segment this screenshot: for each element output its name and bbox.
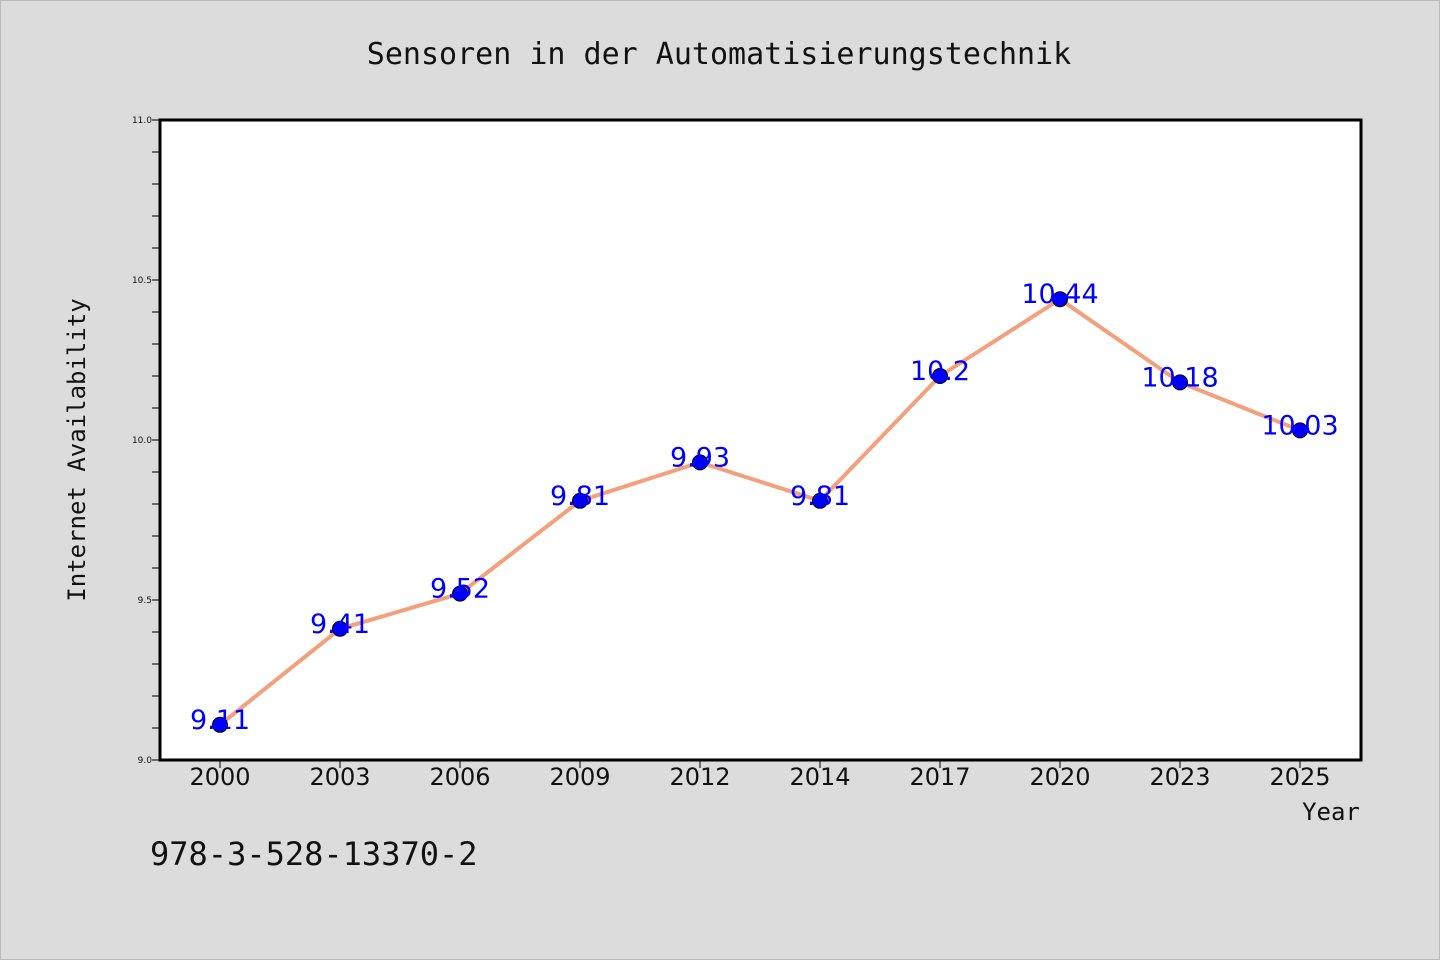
data-point [332,620,348,637]
data-point [212,716,228,733]
data-point [692,454,708,471]
data-label: 9.81 [790,481,850,512]
data-label: 10.2 [910,356,970,387]
chart-title: Sensoren in der Automatisierungstechnik [367,37,1071,72]
y-tick-label: 10.0 [132,436,152,446]
y-axis-label: Internet Availability [63,298,91,601]
series-line [218,297,1301,727]
data-point [1292,422,1308,439]
data-markers [212,291,1308,733]
data-point [812,492,828,509]
x-tick-label: 2000 [189,763,250,791]
data-point [1052,291,1068,308]
y-tick-label: 10.5 [132,276,152,286]
x-tick-label: 2003 [309,763,370,791]
data-label: 9.81 [550,481,610,512]
x-axis: 2000 2003 2006 2009 2012 2014 2017 2020 2023 2025 [189,760,1331,791]
data-label: 9.93 [670,442,730,473]
isbn-footer: 978-3-528-13370-2 [150,835,478,873]
plot-area [158,118,1363,762]
x-tick-label: 2025 [1269,763,1330,791]
data-point [1172,374,1188,391]
data-point [452,585,468,602]
y-tick-label: 9.0 [138,756,153,766]
x-axis-label: Year [1302,798,1360,826]
data-label: 10.03 [1261,410,1338,441]
y-tick-label: 11.0 [132,116,152,126]
x-tick-label: 2006 [429,763,490,791]
x-tick-label: 2014 [789,763,850,791]
data-label: 9.52 [430,574,490,605]
y-axis: 9.0 9.5 10.0 10.5 11.0 [132,116,160,766]
x-tick-label: 2023 [1149,763,1210,791]
data-label: 9.11 [190,705,250,736]
x-tick-label: 2020 [1029,763,1090,791]
x-tick-label: 2017 [909,763,970,791]
data-label: 10.18 [1141,362,1218,393]
x-tick-label: 2012 [669,763,730,791]
data-point [932,368,948,384]
data-labels: 9.11 9.41 9.52 9.81 9.93 9.81 10.2 10.44 10.18 10… [190,279,1339,736]
data-point [572,492,588,509]
y-tick-label: 9.5 [138,596,152,606]
x-tick-label: 2009 [549,763,610,791]
data-label: 9.41 [310,609,370,640]
data-label: 10.44 [1021,279,1098,310]
